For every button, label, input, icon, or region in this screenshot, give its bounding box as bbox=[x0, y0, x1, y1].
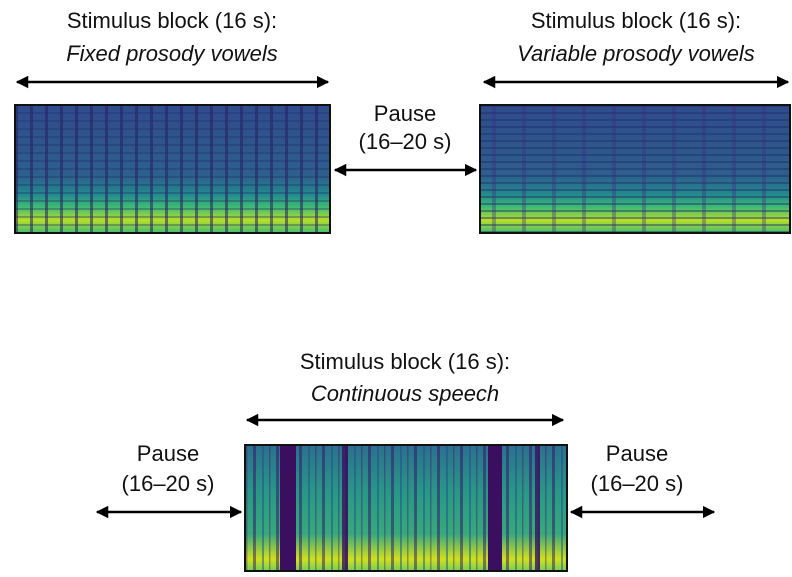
block-title: Stimulus block (16 s): bbox=[300, 349, 510, 374]
block-title: Stimulus block (16 s): bbox=[531, 8, 741, 33]
pause-duration: (16–20 s) bbox=[122, 471, 215, 496]
block-subtitle: Fixed prosody vowels bbox=[66, 41, 278, 66]
pause-label: Pause bbox=[374, 101, 436, 126]
block-subtitle: Continuous speech bbox=[311, 381, 499, 406]
spectrogram bbox=[14, 104, 331, 234]
spectrogram bbox=[244, 444, 568, 572]
spectrogram bbox=[479, 104, 791, 234]
block-subtitle: Variable prosody vowels bbox=[517, 41, 755, 66]
pause-label: Pause bbox=[137, 441, 199, 466]
pause-duration: (16–20 s) bbox=[591, 471, 684, 496]
pause-duration: (16–20 s) bbox=[359, 129, 452, 154]
block-title: Stimulus block (16 s): bbox=[67, 8, 277, 33]
pause-label: Pause bbox=[606, 441, 668, 466]
